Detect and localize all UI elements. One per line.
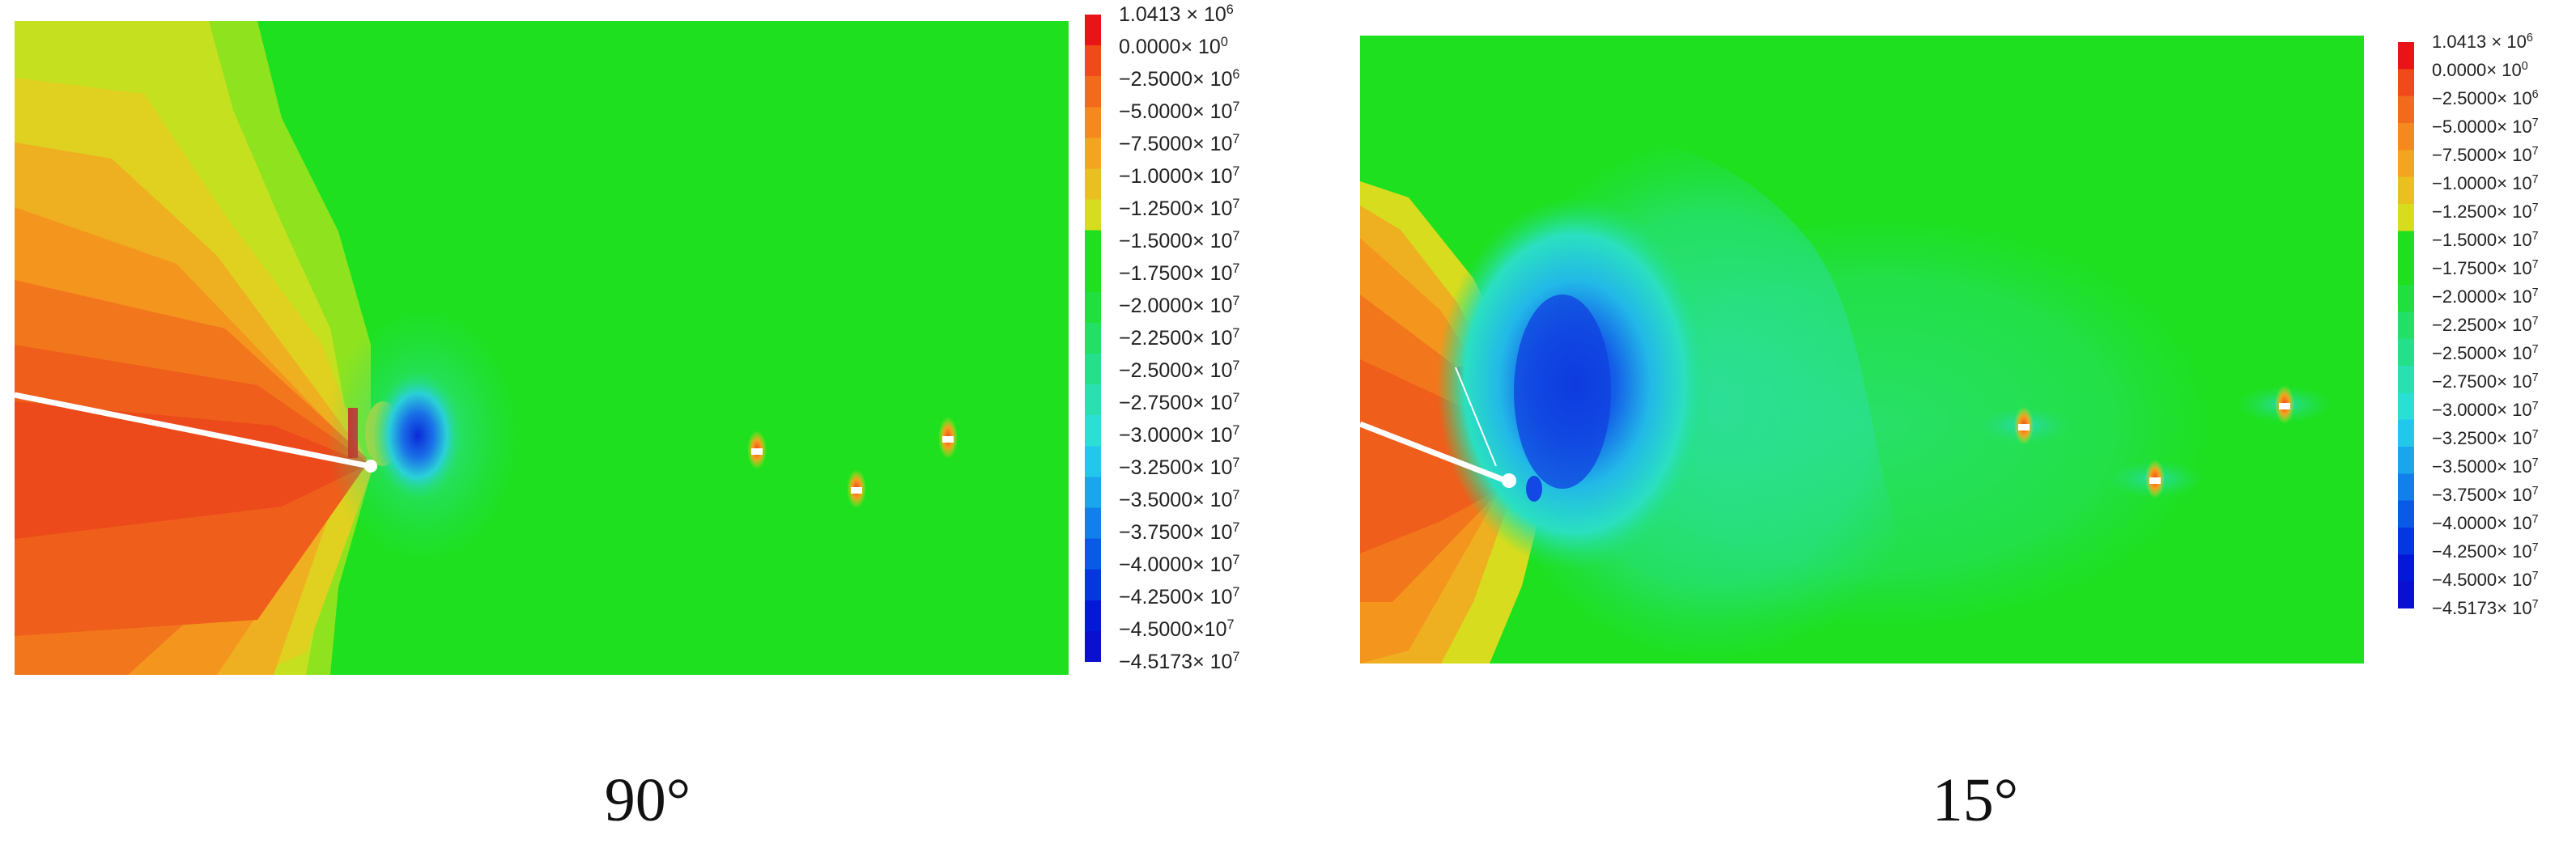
- colorbar-labels-90: 1.0413 × 106 0.0000× 100 −2.5000× 106 −5.00…: [1119, 2, 1297, 673]
- colorbar-tick-label: −4.5000×107: [1119, 617, 1235, 641]
- colorbar-tick-label: −4.2500× 107: [1119, 585, 1240, 608]
- colorbar-tick-label: −1.0000× 107: [1119, 164, 1240, 188]
- colorbar-tick-label: −3.0000× 107: [2432, 399, 2539, 420]
- colorbar-tick-label: −3.2500× 107: [2432, 427, 2539, 448]
- colorbar-tick-label: −2.7500× 107: [2432, 371, 2539, 392]
- colorbar-tick-label: −4.5000× 107: [2432, 569, 2539, 590]
- colorbar-tick-label: −7.5000× 107: [1119, 132, 1240, 155]
- crack-line: [1360, 421, 1507, 484]
- colorbar-tick-label: −4.5173× 107: [2432, 597, 2539, 618]
- colorbar-gradient-15: [2398, 42, 2414, 608]
- crack-tip: [364, 460, 377, 473]
- colorbar-tick-label: 1.0413 × 106: [1119, 2, 1234, 26]
- colorbar-tick-label: −1.2500× 107: [1119, 197, 1240, 220]
- colorbar-tick-label: 0.0000× 100: [1119, 35, 1228, 58]
- crack-tip: [1502, 473, 1516, 488]
- hole-marker: [2149, 477, 2161, 484]
- contour-plot-90: [15, 21, 1069, 675]
- hole-marker: [751, 448, 763, 455]
- crack-line: [15, 392, 370, 469]
- colorbar-tick-label: −2.0000× 107: [1119, 294, 1240, 317]
- colorbar-tick-label: −2.5000× 106: [2432, 87, 2539, 108]
- colorbar-tick-label: −4.2500× 107: [2432, 541, 2539, 562]
- crack-line: [1455, 367, 1497, 467]
- colorbar-tick-label: −3.2500× 107: [1119, 456, 1240, 479]
- hole-marker: [851, 487, 862, 494]
- hole-marker: [2018, 424, 2030, 430]
- colorbar-tick-label: −5.0000× 107: [1119, 100, 1240, 123]
- colorbar-tick-label: −2.5000× 106: [1119, 67, 1240, 91]
- panel-caption-15: 15°: [1932, 766, 2019, 834]
- contour-band: [373, 371, 462, 500]
- colorbar-tick-label: −1.5000× 107: [2432, 229, 2539, 250]
- panel-caption-90: 90°: [604, 766, 691, 834]
- colorbar-tick-label: −2.2500× 107: [1119, 326, 1240, 350]
- contour-band: [15, 401, 368, 539]
- contour-band: [1526, 476, 1542, 502]
- contour-field-15: [1360, 36, 2364, 664]
- colorbar-tick-label: −1.5000× 107: [1119, 229, 1240, 252]
- colorbar-tick-label: 1.0413 × 106: [2432, 31, 2533, 52]
- colorbar-tick-label: −1.7500× 107: [2432, 257, 2539, 278]
- colorbar-tick-label: −3.5000× 107: [2432, 456, 2539, 477]
- colorbar-tick-label: −7.5000× 107: [2432, 144, 2539, 165]
- colorbar-labels-15: 1.0413 × 106 0.0000× 100 −2.5000× 106 −5.00…: [2432, 32, 2574, 618]
- contour-field-90: [15, 21, 1069, 675]
- colorbar-90: 1.0413 × 106 0.0000× 100 −2.5000× 106 −5.00…: [1085, 2, 1297, 673]
- hole-marker: [2279, 403, 2290, 409]
- colorbar-tick-label: −4.5173× 107: [1119, 650, 1240, 673]
- contour-band: [1538, 214, 2218, 634]
- colorbar-tick-label: −4.0000× 107: [2432, 512, 2539, 533]
- colorbar-gradient-90: [1085, 15, 1101, 662]
- colorbar-tick-label: −2.5000× 107: [1119, 358, 1240, 382]
- colorbar-tick-label: −3.7500× 107: [2432, 484, 2539, 505]
- hole-marker: [942, 436, 954, 443]
- colorbar-tick-label: 0.0000× 100: [2432, 59, 2528, 80]
- colorbar-tick-label: −2.5000× 107: [2432, 342, 2539, 363]
- contour-plot-15: [1360, 36, 2364, 664]
- colorbar-tick-label: −2.0000× 107: [2432, 286, 2539, 307]
- colorbar-tick-label: −1.7500× 107: [1119, 261, 1240, 285]
- colorbar-tick-label: −4.0000× 107: [1119, 553, 1240, 576]
- colorbar-tick-label: −2.2500× 107: [2432, 314, 2539, 335]
- colorbar-tick-label: −3.0000× 107: [1119, 423, 1240, 447]
- colorbar-tick-label: −3.5000× 107: [1119, 488, 1240, 511]
- colorbar-tick-label: −2.7500× 107: [1119, 391, 1240, 414]
- colorbar-tick-label: −1.0000× 107: [2432, 172, 2539, 193]
- colorbar-tick-label: −1.2500× 107: [2432, 201, 2539, 222]
- colorbar-tick-label: −5.0000× 107: [2432, 116, 2539, 137]
- colorbar-15: 1.0413 × 106 0.0000× 100 −2.5000× 106 −5.00…: [2398, 32, 2574, 618]
- contour-band: [1514, 295, 1611, 489]
- colorbar-tick-label: −3.7500× 107: [1119, 520, 1240, 544]
